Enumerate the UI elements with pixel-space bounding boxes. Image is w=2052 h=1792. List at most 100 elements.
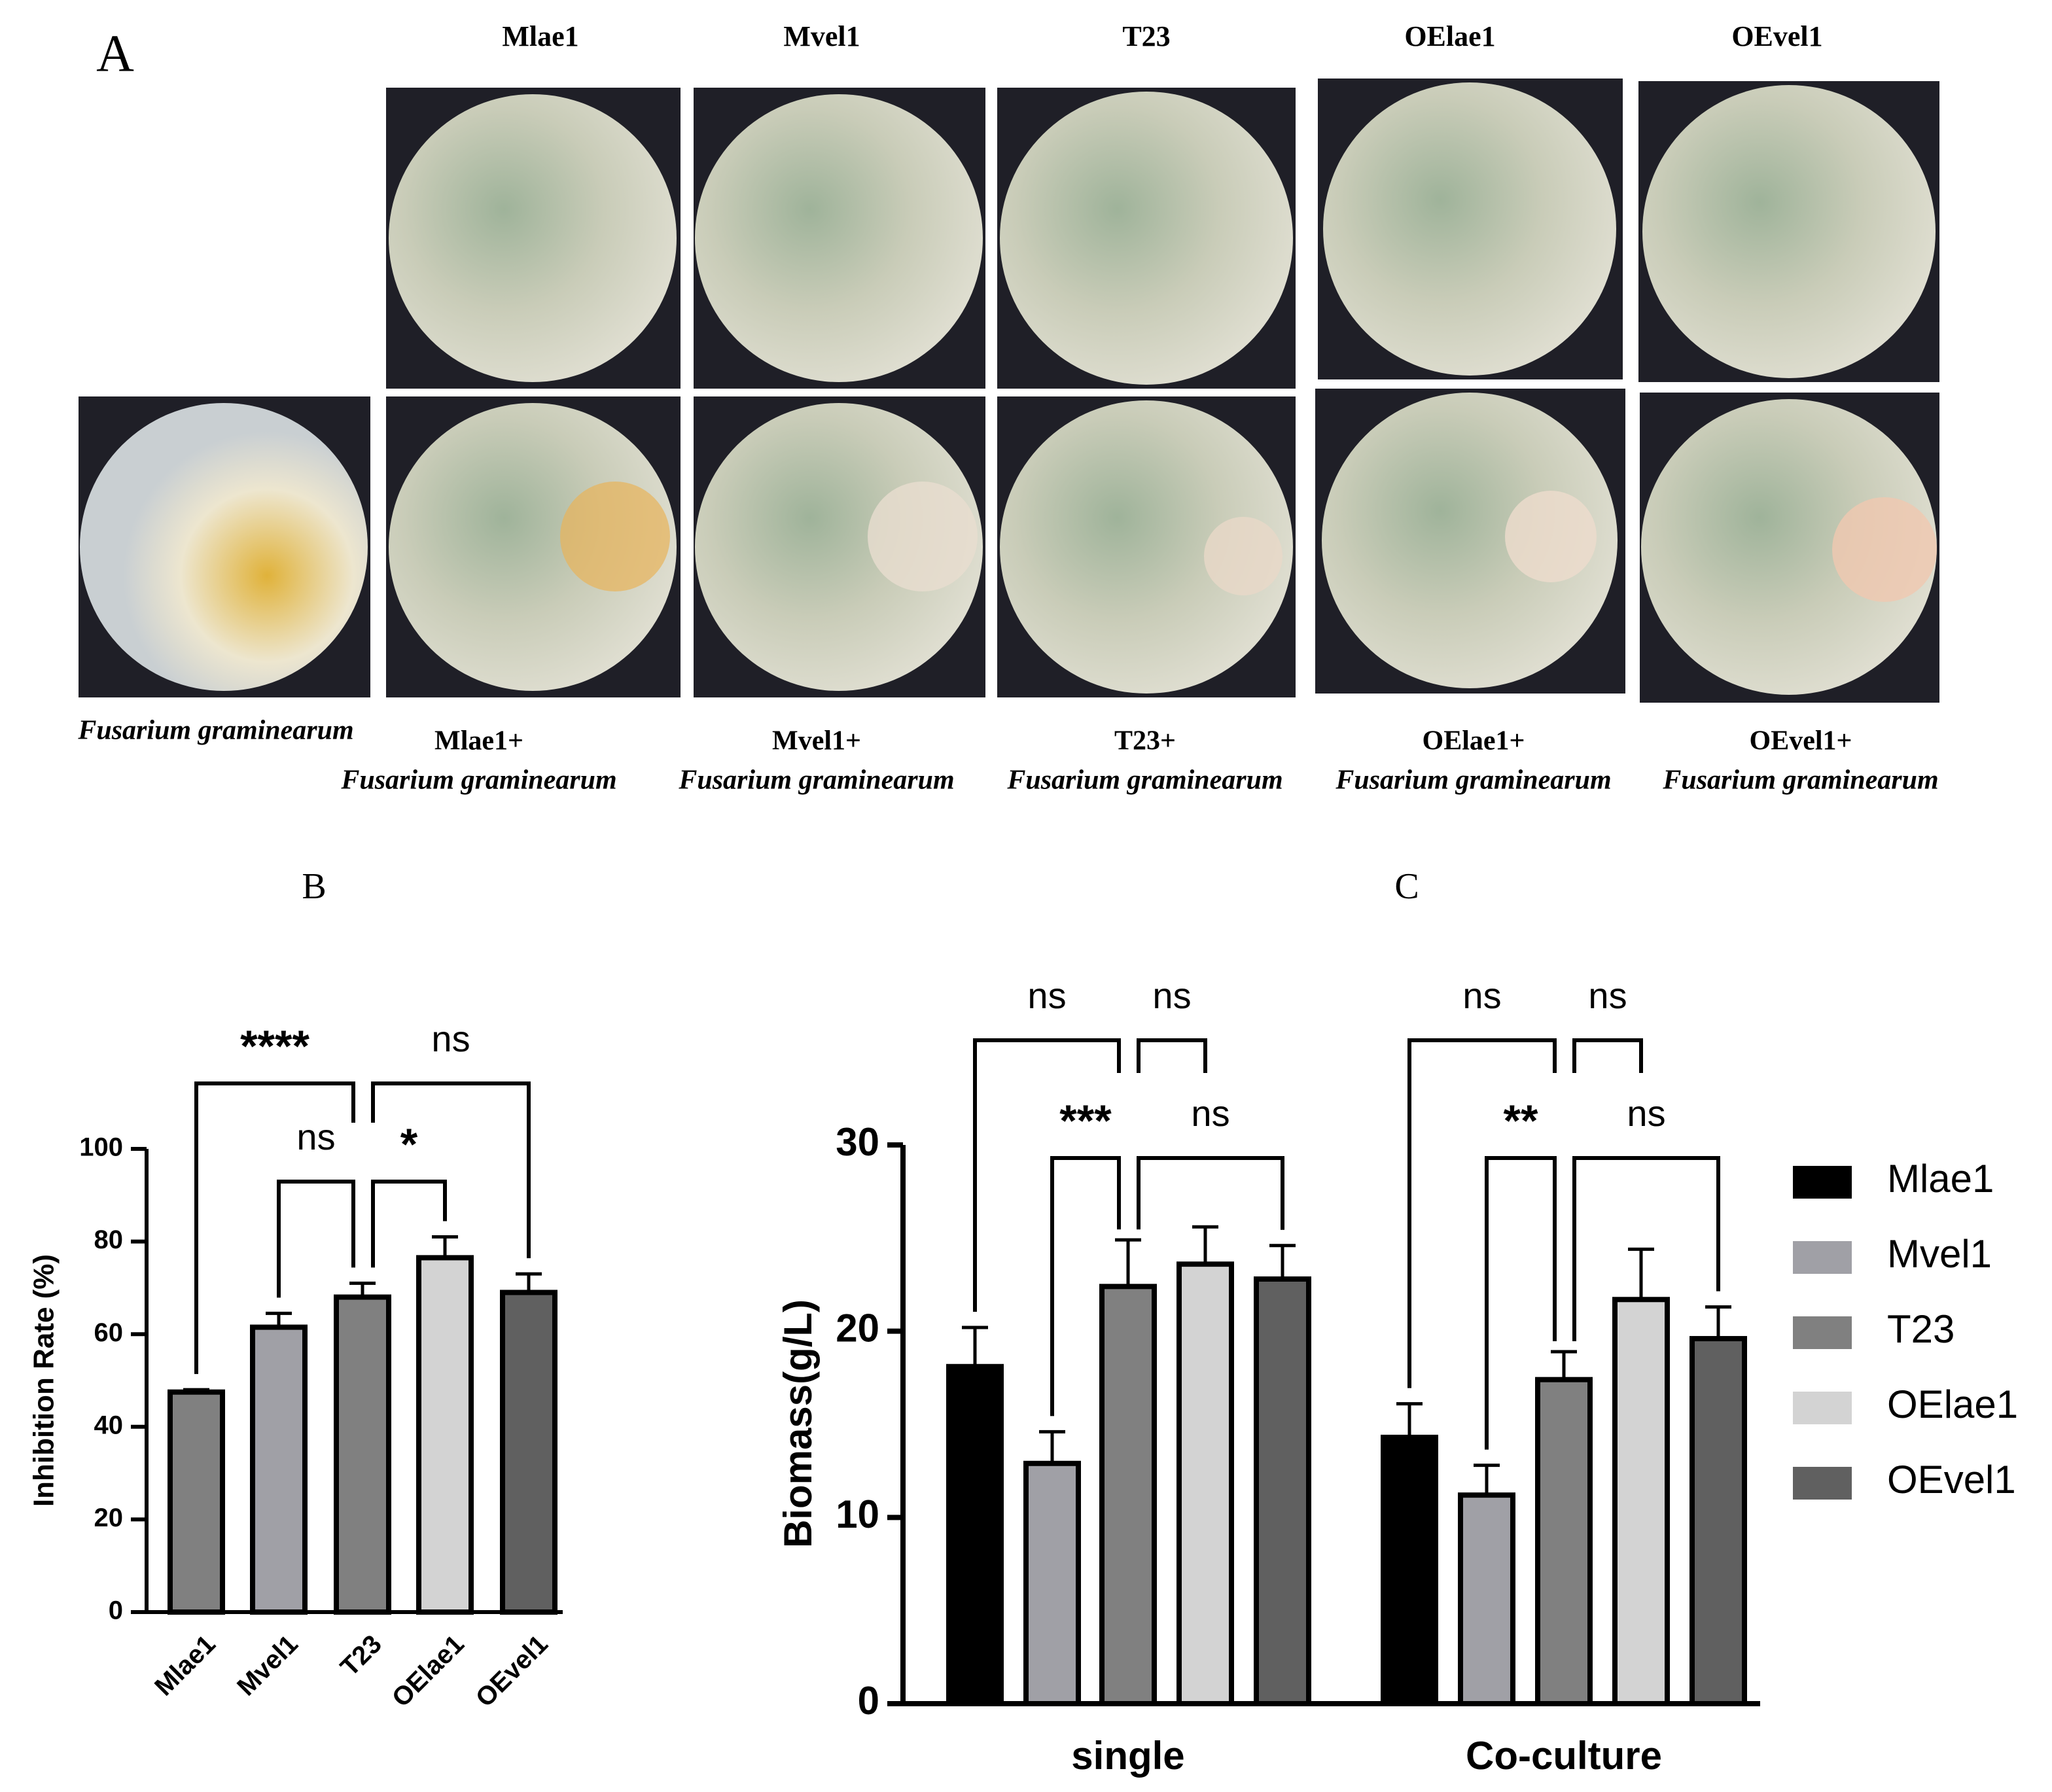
bar <box>1689 1336 1747 1706</box>
significance-label: ns <box>1588 975 1627 1016</box>
legend-swatch <box>1793 1241 1852 1274</box>
significance-label: **** <box>240 1021 310 1071</box>
photo-caption: OEvel1+ <box>1750 726 1852 756</box>
y-axis-label: Inhibition Rate (%) <box>28 1254 60 1507</box>
plate-photo <box>1640 393 1939 703</box>
photo-caption: Fusarium graminearum <box>1006 765 1282 796</box>
plate-photo <box>1638 81 1939 382</box>
significance-bracket <box>194 1081 355 1375</box>
photo-caption: Fusarium graminearum <box>1335 765 1611 796</box>
photo-caption: OElae1+ <box>1423 726 1525 756</box>
significance-label: ns <box>1027 975 1066 1016</box>
bar <box>1535 1377 1593 1706</box>
panel-label: A <box>96 25 134 82</box>
significance-label: ns <box>431 1018 470 1059</box>
legend-label: Mlae1 <box>1887 1157 1994 1201</box>
x-tick-label: single <box>1071 1734 1184 1778</box>
x-tick-label: OElae1 <box>387 1630 470 1713</box>
legend-label: OEvel1 <box>1887 1458 2016 1502</box>
legend-swatch <box>1793 1166 1852 1199</box>
bar <box>946 1363 1004 1707</box>
significance-bracket <box>1407 1038 1557 1388</box>
plate-photo <box>386 88 681 389</box>
x-tick-label: T23 <box>335 1630 387 1682</box>
significance-bracket <box>277 1180 355 1298</box>
error-bar <box>183 1388 209 1392</box>
legend-label: T23 <box>1887 1307 1955 1351</box>
significance-label: ns <box>1191 1093 1229 1134</box>
error-bar <box>1039 1430 1065 1464</box>
significance-bracket <box>371 1180 447 1268</box>
plate-photo <box>694 396 985 697</box>
bar <box>1099 1284 1157 1706</box>
plate-photo <box>997 88 1296 389</box>
x-tick-label: Co-culture <box>1466 1734 1662 1778</box>
significance-bracket <box>1572 1156 1720 1341</box>
error-bar <box>1705 1305 1731 1339</box>
significance-bracket <box>1137 1156 1284 1230</box>
error-bar <box>962 1326 988 1367</box>
plate-photo <box>1318 79 1623 379</box>
bar <box>1176 1261 1234 1706</box>
legend-swatch <box>1793 1467 1852 1500</box>
bar <box>416 1255 474 1615</box>
significance-label: ns <box>1462 975 1501 1016</box>
legend-label: OElae1 <box>1887 1382 2018 1426</box>
x-tick-label: OEvel1 <box>470 1630 554 1713</box>
significance-label: * <box>400 1119 418 1169</box>
column-header: OElae1 <box>1404 20 1495 52</box>
significance-label: ns <box>1152 975 1191 1016</box>
plate-photo <box>694 88 985 389</box>
error-bar <box>1192 1225 1218 1265</box>
chart-title: B <box>302 866 326 907</box>
photo-caption: T23+ <box>1114 726 1176 756</box>
plate-photo <box>1315 389 1625 694</box>
error-bar <box>1269 1244 1296 1279</box>
error-bar <box>349 1281 376 1297</box>
bar <box>250 1324 308 1615</box>
error-bar <box>432 1235 458 1258</box>
photo-caption: Fusarium graminearum <box>1662 765 1938 796</box>
x-tick-label: Mlae1 <box>149 1630 221 1702</box>
photo-caption: Fusarium graminearum <box>77 716 353 746</box>
significance-bracket <box>1050 1156 1121 1416</box>
significance-bracket <box>1572 1038 1643 1073</box>
bar <box>1612 1297 1670 1706</box>
bar <box>1023 1460 1081 1707</box>
significance-label: *** <box>1059 1096 1112 1146</box>
photo-caption: Mlae1+ <box>434 726 523 756</box>
plate-photo <box>79 396 370 697</box>
error-bar <box>516 1272 542 1293</box>
bar <box>168 1389 225 1615</box>
y-tick-label: 40 <box>94 1411 124 1439</box>
significance-bracket <box>1485 1156 1557 1450</box>
significance-label: ** <box>1504 1096 1538 1146</box>
plate-photo <box>997 396 1296 697</box>
y-tick-label: 60 <box>94 1318 124 1347</box>
legend-swatch <box>1793 1316 1852 1349</box>
column-header: T23 <box>1122 20 1170 52</box>
bar <box>334 1294 391 1615</box>
bar <box>1254 1276 1311 1706</box>
significance-label: ns <box>1627 1093 1665 1134</box>
y-tick-label: 0 <box>109 1596 123 1625</box>
x-tick-label: Mvel1 <box>232 1630 304 1702</box>
error-bar <box>1115 1238 1141 1287</box>
plate-photo <box>386 396 681 697</box>
significance-bracket <box>1137 1038 1207 1073</box>
y-tick-label: 10 <box>836 1492 879 1536</box>
y-axis-label: Biomass(g/L) <box>776 1299 820 1548</box>
error-bar <box>1628 1247 1654 1300</box>
bar <box>1458 1492 1515 1706</box>
photo-caption: Fusarium graminearum <box>678 765 954 796</box>
photo-caption: Fusarium graminearum <box>340 765 616 796</box>
column-header: OEvel1 <box>1731 20 1822 52</box>
legend-label: Mvel1 <box>1887 1232 1992 1276</box>
error-bar <box>1551 1350 1577 1380</box>
photo-group <box>79 79 1939 703</box>
y-tick-label: 30 <box>836 1120 879 1164</box>
chart-title: C <box>1394 866 1419 907</box>
y-tick-label: 80 <box>94 1225 124 1254</box>
